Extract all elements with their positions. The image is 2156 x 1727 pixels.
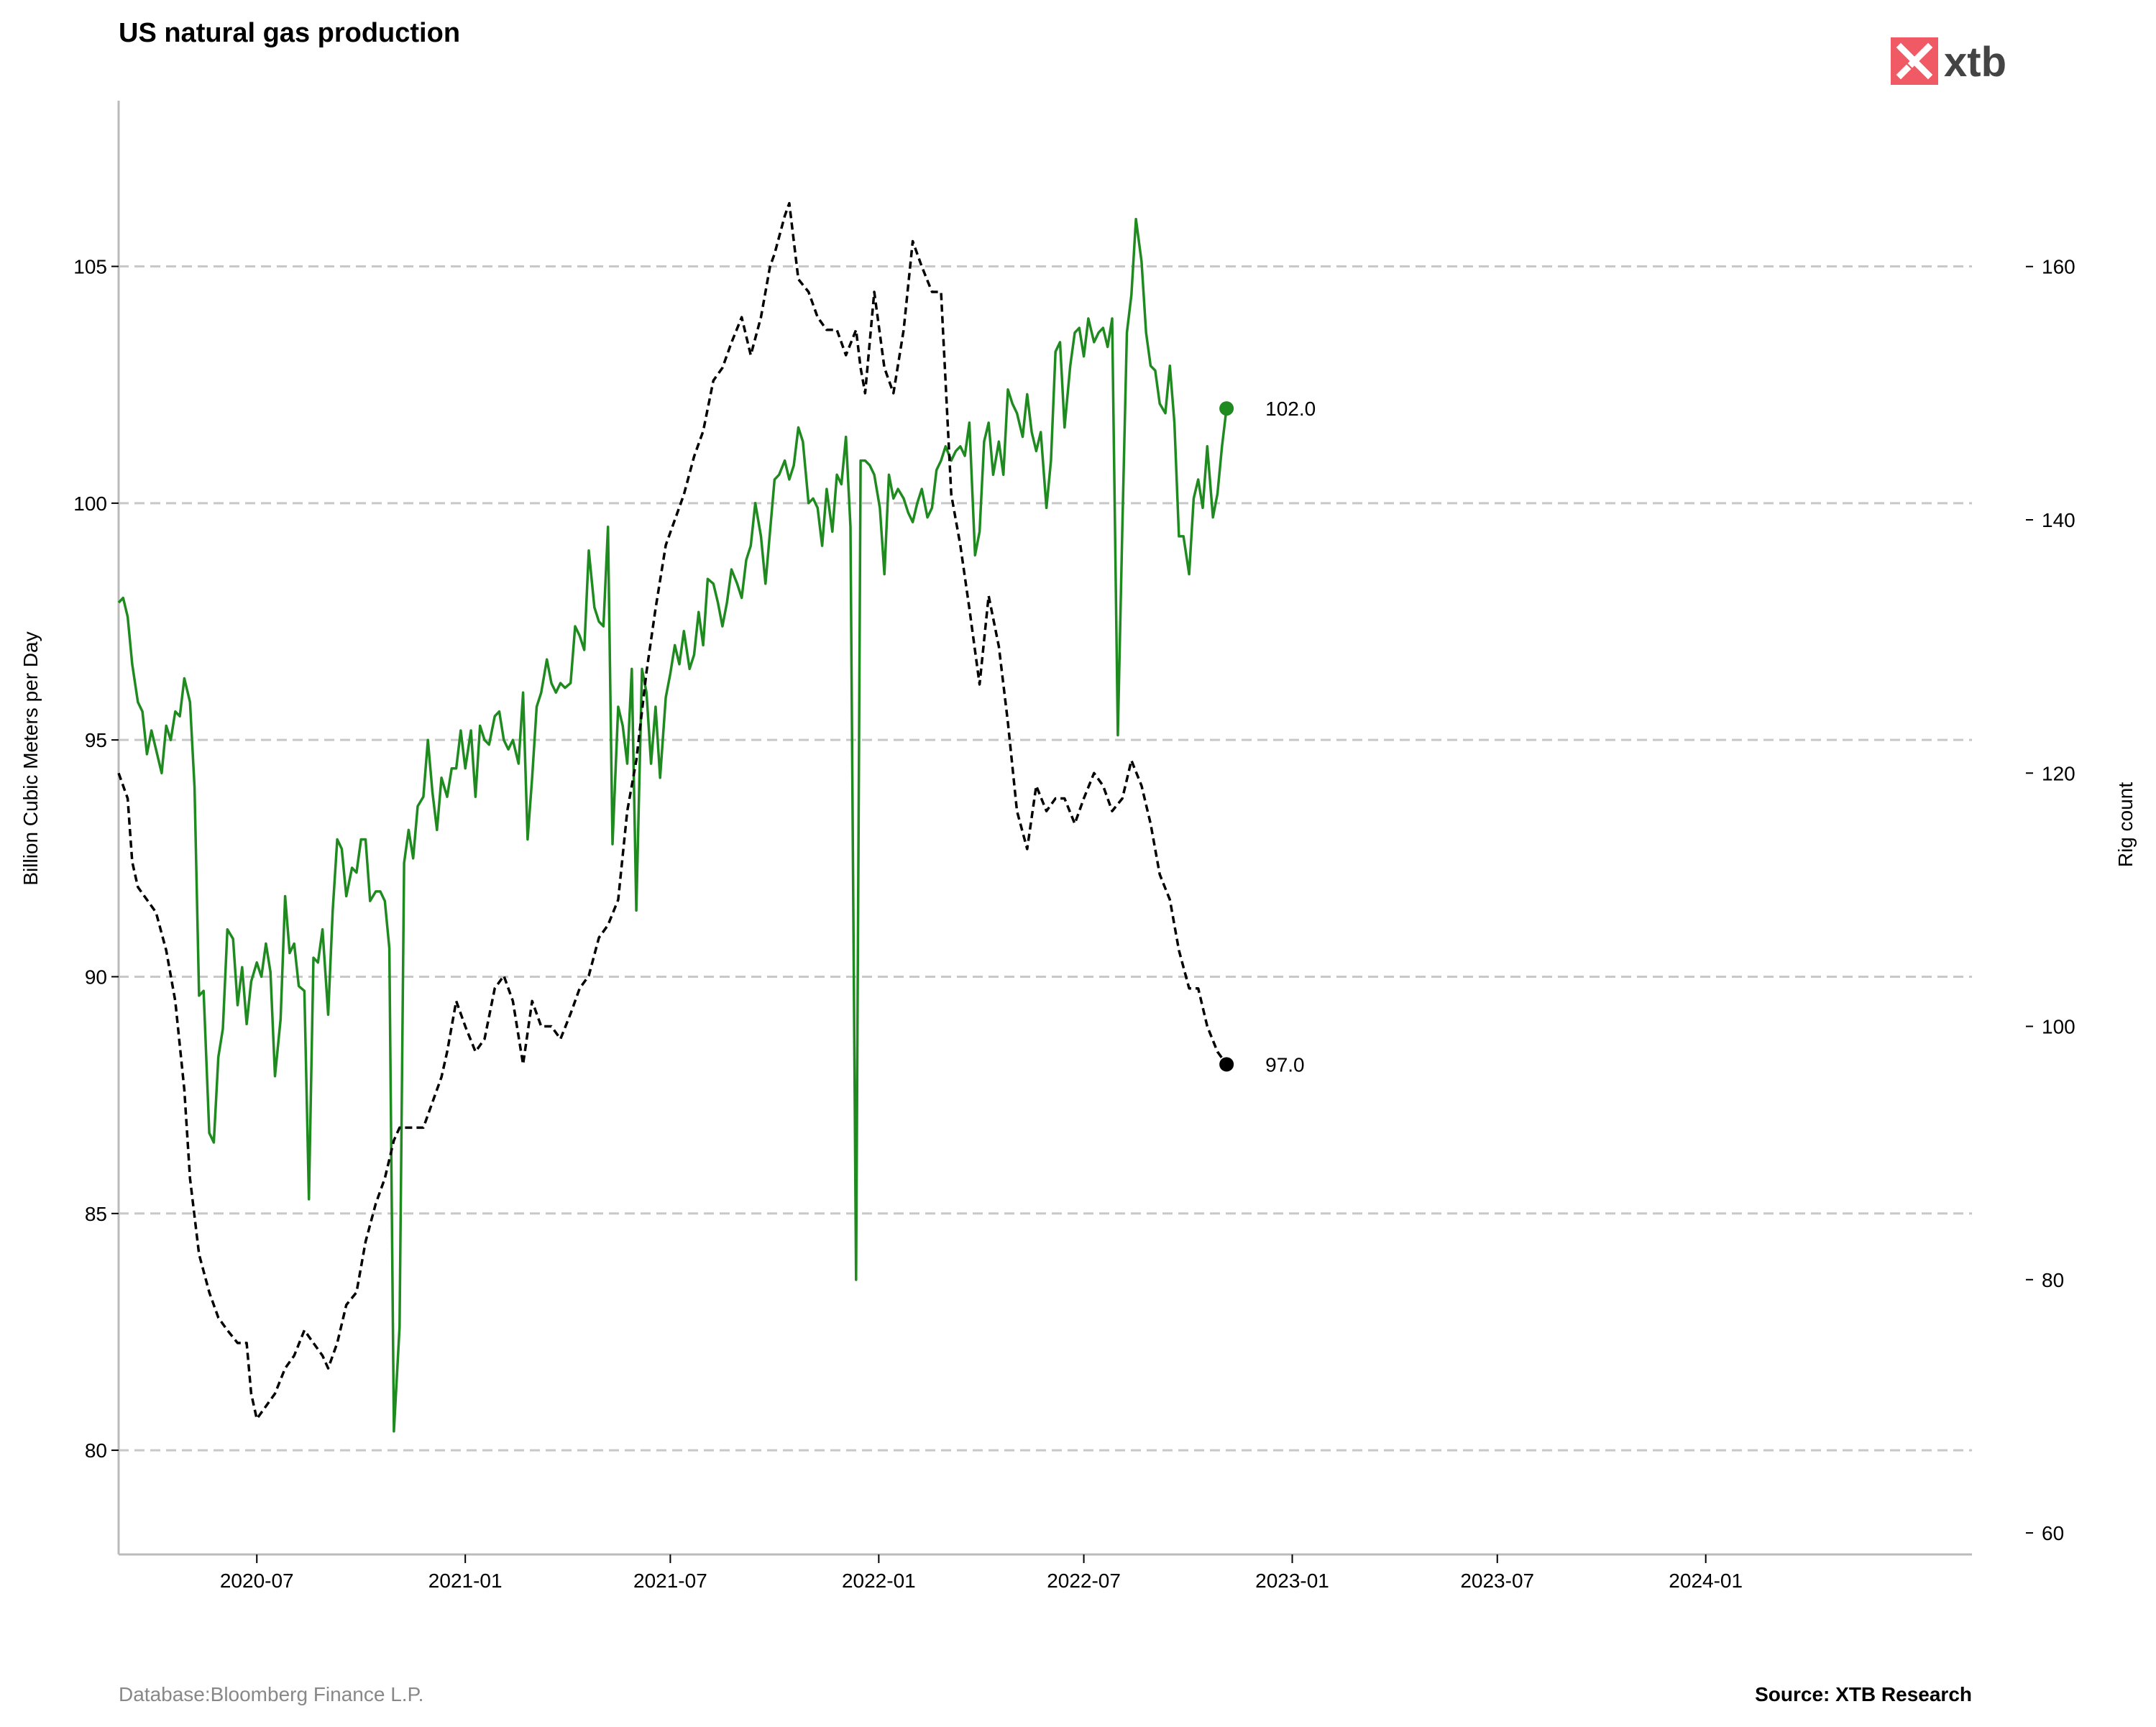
logo: xtb [1891,37,2006,86]
left-tick-label: 95 [85,729,107,751]
labels: 102.0 97.0 [1219,398,1316,1076]
xtb-x-icon-mark [1896,42,1933,80]
end-point-production [1219,401,1234,416]
x-tick-label: 2021-07 [633,1570,707,1592]
right-tick-label: 160 [2042,256,2075,278]
left-tick-label: 80 [85,1439,107,1462]
x-tick-label: 2024-01 [1669,1570,1743,1592]
series-line-production [117,217,1228,1433]
left-tick-label: 105 [73,256,107,278]
x-tick-label: 2020-07 [220,1570,294,1592]
footer-left: Database:Bloomberg Finance L.P. [119,1683,423,1705]
right-tick-label: 120 [2042,762,2075,784]
y-axis-label-right: Rig count [2114,782,2137,868]
left-tick-label: 90 [85,966,107,988]
right-tick-label: 100 [2042,1016,2075,1038]
left-tick-label: 100 [73,493,107,515]
end-label-rig-count: 97.0 [1265,1053,1305,1076]
left-tick-label: 85 [85,1203,107,1225]
x-tick-label: 2023-01 [1255,1570,1329,1592]
series [117,201,1228,1433]
x-tick-label: 2023-07 [1460,1570,1534,1592]
y-axis-label-left: Billion Cubic Meters per Day [19,631,42,885]
x-tick-label: 2022-01 [842,1570,916,1592]
right-tick-label: 60 [2042,1522,2064,1544]
end-point-rig-count [1219,1057,1234,1072]
footer-right: Source: XTB Research [1755,1683,1972,1705]
gridlines [119,265,1972,1452]
chart-title: US natural gas production [119,18,460,48]
axes: 80 85 90 95 100 105 60 80 100 120 140 160 2020-07 202… [19,101,2137,1592]
end-label-production: 102.0 [1265,398,1316,420]
logo-text: xtb [1944,39,2006,86]
series-line-rig-count [117,201,1228,1421]
right-tick-label: 140 [2042,509,2075,531]
x-tick-label: 2021-01 [428,1570,503,1592]
x-tick-label: 2022-07 [1047,1570,1121,1592]
right-tick-label: 80 [2042,1269,2064,1291]
